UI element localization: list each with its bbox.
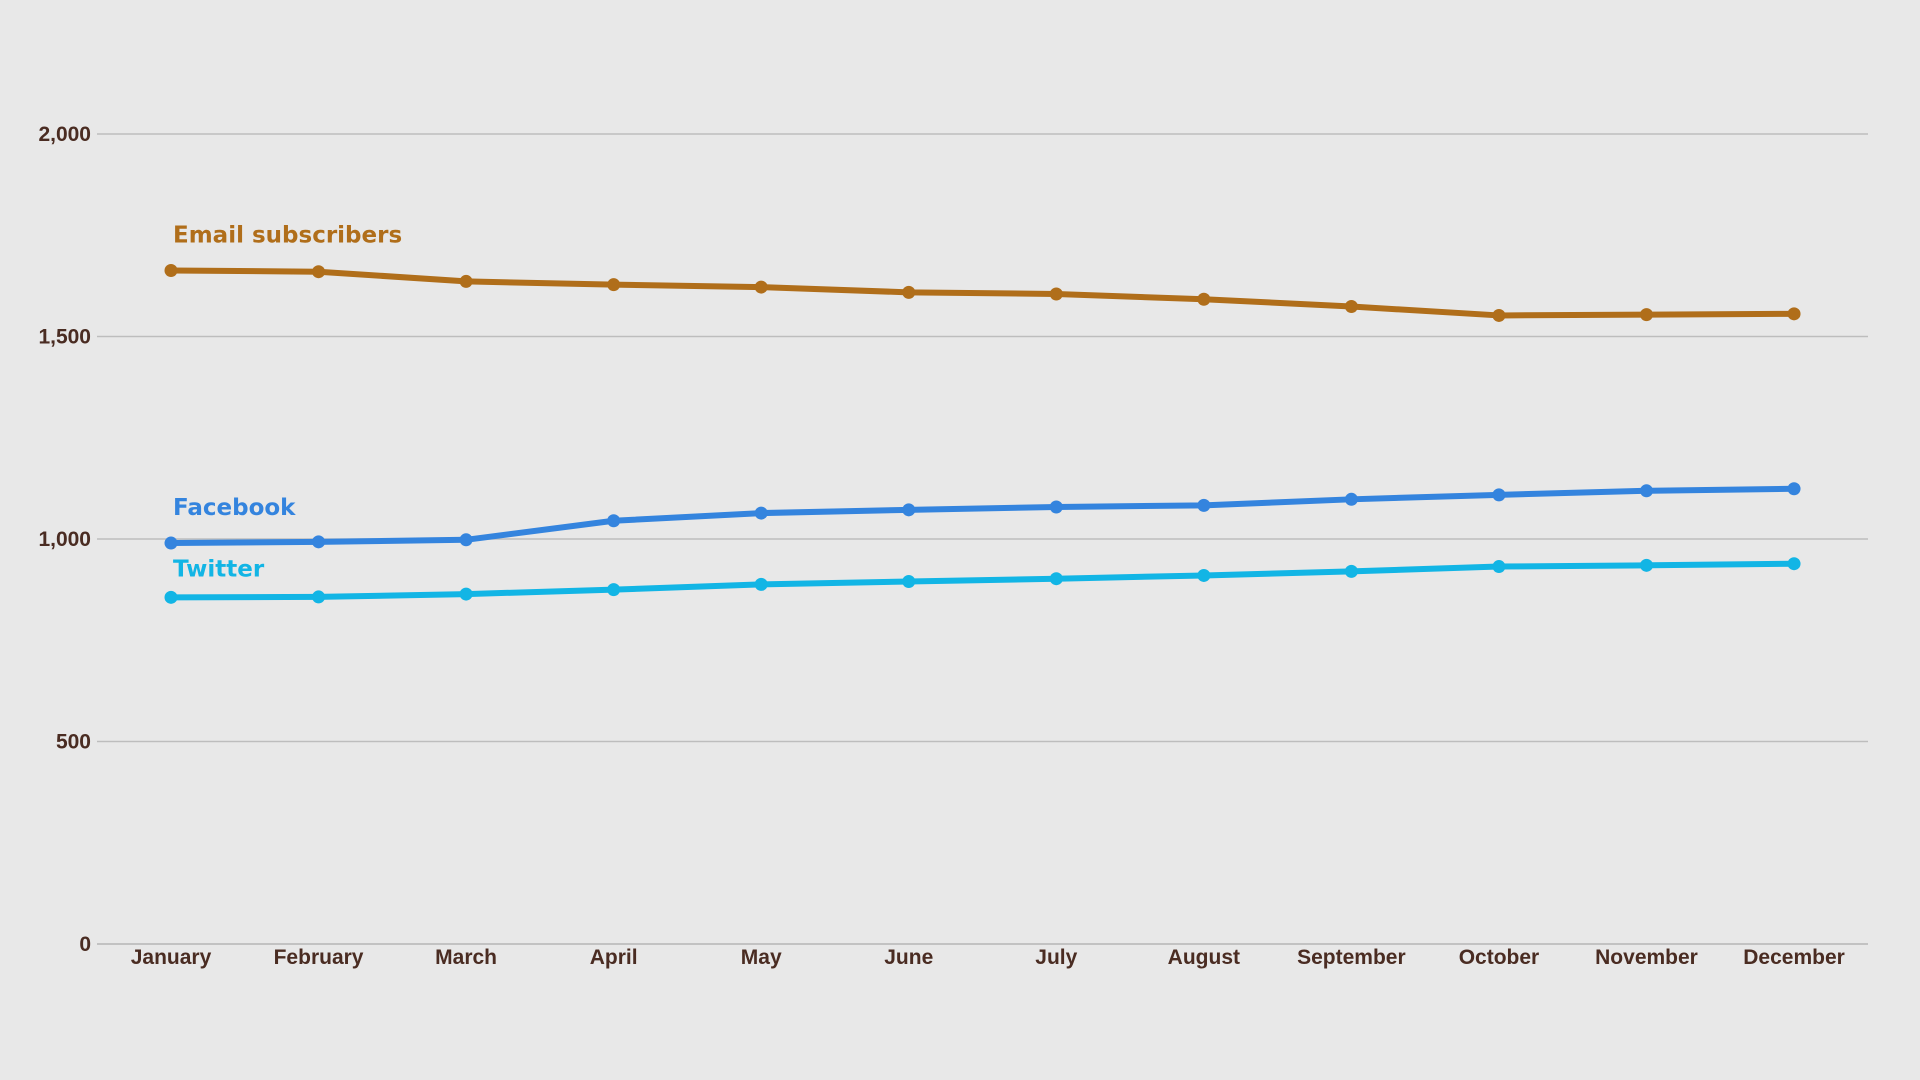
y-tick-label: 0	[79, 933, 91, 956]
data-point-twitter	[1344, 564, 1358, 578]
series-line-email-subscribers	[168, 267, 1798, 319]
x-tick-label: February	[274, 946, 364, 969]
x-tick-label: July	[1035, 946, 1077, 969]
x-tick-label: April	[590, 946, 638, 969]
x-tick-label: November	[1595, 946, 1698, 969]
x-tick-label: October	[1459, 946, 1540, 969]
series-labels: Email subscribers Facebook Twitter	[173, 222, 402, 582]
data-point-twitter	[1640, 558, 1653, 572]
y-tick-label: 1,500	[38, 326, 91, 349]
data-point-twitter	[1492, 560, 1506, 574]
data-point-twitter	[1049, 572, 1063, 586]
x-tick-label: January	[131, 946, 212, 969]
x-tick-label: September	[1297, 946, 1406, 969]
data-point-email-subscribers	[902, 285, 916, 299]
series-label-email-subscribers: Email subscribers	[173, 222, 402, 248]
data-point-facebook	[459, 533, 473, 547]
x-tick-label: June	[884, 946, 933, 969]
data-point-facebook	[312, 535, 326, 549]
x-tick-label: March	[435, 946, 497, 969]
data-point-facebook	[1197, 498, 1211, 512]
data-point-twitter	[1197, 568, 1211, 582]
series-label-facebook: Facebook	[173, 495, 296, 521]
data-point-twitter	[312, 590, 326, 604]
x-axis-ticks: January February March April May June July Augu…	[131, 946, 1845, 969]
data-point-facebook	[1049, 500, 1063, 514]
data-point-facebook	[902, 503, 916, 517]
series-label-twitter: Twitter	[173, 556, 265, 582]
x-tick-label: May	[741, 946, 782, 969]
series-lines	[164, 263, 1801, 604]
x-tick-label: August	[1168, 946, 1240, 969]
data-point-twitter	[1787, 557, 1801, 571]
y-axis-ticks: 0 500 1,000 1,500 2,000	[38, 123, 91, 956]
data-point-email-subscribers	[459, 274, 473, 288]
data-point-facebook	[1787, 482, 1801, 496]
data-point-facebook	[1344, 492, 1358, 506]
series-line-facebook	[168, 485, 1798, 547]
x-tick-label: December	[1743, 946, 1845, 969]
data-point-twitter	[902, 575, 916, 589]
data-point-email-subscribers	[1492, 308, 1506, 322]
data-point-facebook	[1492, 488, 1506, 502]
y-tick-label: 2,000	[38, 123, 91, 146]
series-email-subscribers	[164, 263, 1801, 322]
data-point-email-subscribers	[164, 263, 178, 277]
data-point-email-subscribers	[1197, 292, 1211, 306]
data-point-email-subscribers	[1787, 307, 1801, 321]
y-tick-label: 1,000	[38, 528, 91, 551]
data-point-email-subscribers	[1049, 287, 1063, 301]
series-twitter	[164, 557, 1801, 604]
series-line-twitter	[168, 560, 1798, 601]
y-tick-label: 500	[56, 731, 91, 754]
data-point-email-subscribers	[1640, 308, 1653, 322]
data-point-twitter	[607, 583, 621, 597]
data-point-twitter	[164, 590, 178, 604]
data-point-twitter	[459, 587, 473, 601]
data-point-email-subscribers	[754, 280, 768, 294]
data-point-email-subscribers	[1344, 300, 1358, 314]
data-point-facebook	[754, 506, 768, 520]
data-point-twitter	[754, 577, 768, 591]
data-point-facebook	[1640, 484, 1653, 498]
data-point-facebook	[607, 514, 621, 528]
data-point-email-subscribers	[312, 265, 326, 279]
data-point-email-subscribers	[607, 278, 621, 292]
data-point-facebook	[164, 536, 178, 550]
series-facebook	[164, 482, 1801, 550]
